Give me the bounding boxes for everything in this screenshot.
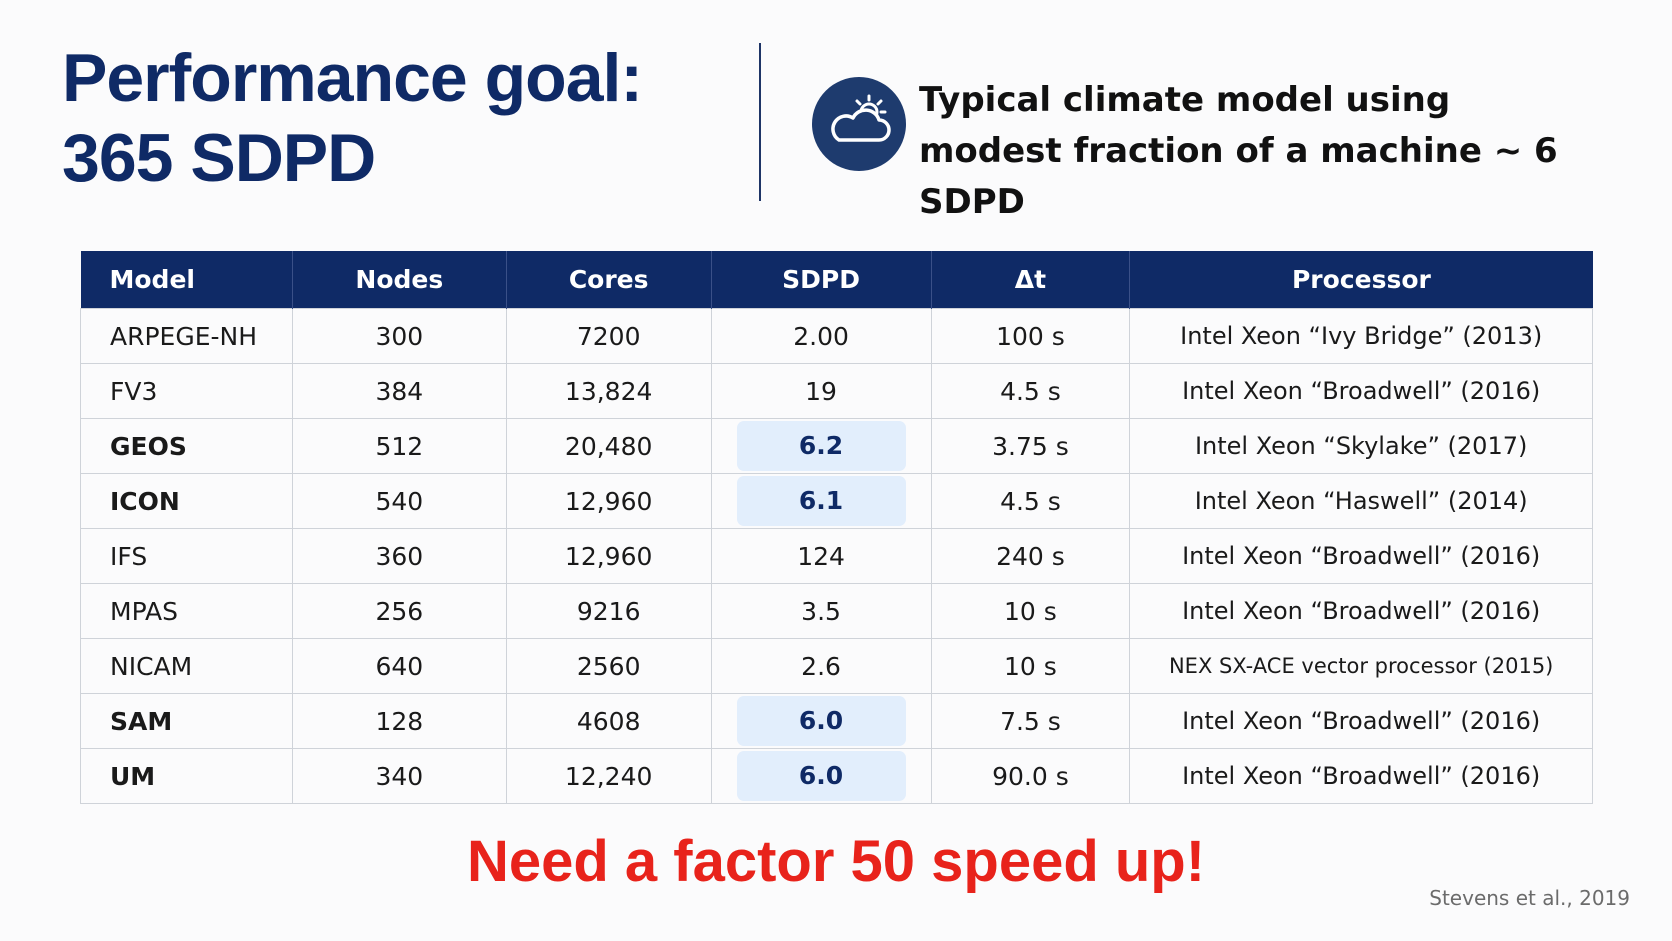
table-cell: 4.5 s (930, 363, 1131, 419)
table-cell: 20,480 (505, 418, 712, 474)
data-table: Model Nodes Cores SDPD Δt Processor ARPEGE-NH… (80, 251, 1593, 804)
table-cell: 13,824 (505, 363, 712, 419)
table-cell: IFS (80, 528, 293, 584)
header-cell: Cores (505, 251, 712, 309)
divider (759, 43, 761, 201)
table-row: ICON 540 12,960 6.1 4.5 s Intel Xeon “Haswell… (80, 473, 1593, 529)
table-cell: 384 (291, 363, 507, 419)
table-cell: 12,960 (505, 528, 712, 584)
table-cell: 100 s (930, 308, 1131, 364)
table-cell: GEOS (80, 418, 293, 474)
table-row: FV3 384 13,824 19 4.5 s Intel Xeon “Broadwell… (80, 363, 1593, 419)
table-cell: Intel Xeon “Haswell” (2014) (1129, 473, 1593, 529)
title-line: 365 SDPD (62, 120, 376, 196)
table-cell: 19 (710, 363, 932, 419)
table-row: NICAM 640 2560 2.6 10 s NEX SX-ACE vector pro… (80, 638, 1593, 694)
table-cell: 512 (291, 418, 507, 474)
header-cell: Nodes (291, 251, 507, 309)
highlight-value: 6.0 (736, 696, 906, 746)
table-cell: 4608 (505, 693, 712, 749)
table-cell: 12,240 (505, 748, 712, 804)
table-cell: 6.2 (710, 418, 932, 474)
table-cell: 6.1 (710, 473, 932, 529)
weather-icon (812, 77, 906, 171)
table-cell: 2.00 (710, 308, 932, 364)
header-row: Model Nodes Cores SDPD Δt Processor (80, 251, 1593, 309)
table-cell: Intel Xeon “Skylake” (2017) (1129, 418, 1593, 474)
callout: Need a factor 50 speed up! (466, 829, 1206, 894)
table-cell: Intel Xeon “Broadwell” (2016) (1129, 748, 1593, 804)
table-cell: 640 (291, 638, 507, 694)
table-cell: 256 (291, 583, 507, 639)
subtitle: Typical climate model using modest fract… (919, 75, 1672, 228)
table-cell: 6.0 (710, 748, 932, 804)
table-row: GEOS 512 20,480 6.2 3.75 s Intel Xeon “Skylak… (80, 418, 1593, 474)
table-cell: 10 s (930, 583, 1131, 639)
table-cell: Intel Xeon “Ivy Bridge” (2013) (1129, 308, 1593, 364)
highlight-value: 6.2 (736, 421, 906, 471)
table-body: ARPEGE-NH 300 7200 2.00 100 s Intel Xeon “Ivy… (80, 308, 1593, 804)
table-cell: ICON (80, 473, 293, 529)
table-cell: 9216 (505, 583, 712, 639)
table-row: ARPEGE-NH 300 7200 2.00 100 s Intel Xeon “Ivy… (80, 308, 1593, 364)
table-cell: 540 (291, 473, 507, 529)
subtitle-line: modest fraction of a machine ~ 6 SDPD (919, 131, 1558, 222)
header-cell: SDPD (710, 251, 932, 309)
table-cell: ARPEGE-NH (80, 308, 293, 364)
table-cell: 124 (710, 528, 932, 584)
table-cell: UM (80, 748, 293, 804)
table-cell: 128 (291, 693, 507, 749)
table-cell: Intel Xeon “Broadwell” (2016) (1129, 528, 1593, 584)
highlight-value: 6.1 (736, 476, 906, 526)
table-cell: NEX SX-ACE vector processor (2015) (1129, 638, 1593, 694)
table-row: IFS 360 12,960 124 240 s Intel Xeon “Broadwel… (80, 528, 1593, 584)
table-cell: 2.6 (710, 638, 932, 694)
table-cell: 7200 (505, 308, 712, 364)
table-row: SAM 128 4608 6.0 7.5 s Intel Xeon “Broadwell”… (80, 693, 1593, 749)
table-cell: 6.0 (710, 693, 932, 749)
table-cell: FV3 (80, 363, 293, 419)
table-cell: 4.5 s (930, 473, 1131, 529)
table-cell: 240 s (930, 528, 1131, 584)
header-cell: Processor (1129, 251, 1593, 309)
table-cell: 10 s (930, 638, 1131, 694)
subtitle-line: Typical climate model using (919, 80, 1451, 120)
highlight-value: 6.0 (736, 751, 906, 801)
title: Performance goal: 365 SDPD (62, 38, 643, 198)
table-cell: 7.5 s (930, 693, 1131, 749)
table-cell: MPAS (80, 583, 293, 639)
table-cell: Intel Xeon “Broadwell” (2016) (1129, 583, 1593, 639)
table-row: UM 340 12,240 6.0 90.0 s Intel Xeon “Broadwel… (80, 748, 1593, 804)
header-cell: Model (80, 251, 293, 309)
title-line: Performance goal: (62, 40, 643, 116)
header-cell: Δt (930, 251, 1130, 309)
table-cell: 300 (291, 308, 507, 364)
table-cell: 3.5 (710, 583, 932, 639)
table-cell: 2560 (505, 638, 712, 694)
table-row: MPAS 256 9216 3.5 10 s Intel Xeon “Broadwell”… (80, 583, 1593, 639)
table-cell: SAM (80, 693, 293, 749)
table-cell: 340 (291, 748, 507, 804)
table-cell: Intel Xeon “Broadwell” (2016) (1129, 693, 1593, 749)
table-cell: 360 (291, 528, 507, 584)
citation: Stevens et al., 2019 (1429, 886, 1630, 910)
table-cell: 90.0 s (930, 748, 1131, 804)
table-cell: 3.75 s (930, 418, 1131, 474)
table-cell: Intel Xeon “Broadwell” (2016) (1129, 363, 1593, 419)
table-cell: NICAM (80, 638, 293, 694)
table-cell: 12,960 (505, 473, 712, 529)
